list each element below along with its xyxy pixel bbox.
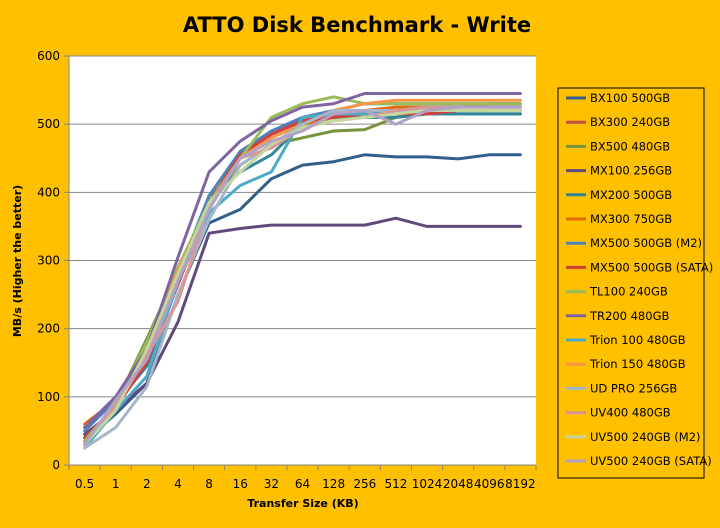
x-axis-label: Transfer Size (KB) <box>247 497 358 510</box>
y-tick-label: 400 <box>37 185 60 199</box>
axes: 0 100 200 300 400 500 600 0.5 1 2 4 8 16 32 64 128 256 51… <box>37 49 537 491</box>
x-tick-label: 512 <box>384 477 407 491</box>
legend-label: Trion 150 480GB <box>589 357 686 371</box>
legend-label: MX300 750GB <box>590 212 672 226</box>
legend-label: Trion 100 480GB <box>589 333 686 347</box>
x-tick-label: 1 <box>112 477 120 491</box>
legend-label: BX100 500GB <box>590 91 670 105</box>
legend-label: MX100 256GB <box>590 164 672 178</box>
series-line <box>83 105 522 447</box>
x-tick-label: 2048 <box>443 477 474 491</box>
series-lines <box>83 92 522 450</box>
x-tick-label: 1024 <box>412 477 443 491</box>
legend-label: MX500 500GB (M2) <box>590 236 702 250</box>
legend-label: BX500 480GB <box>590 139 670 153</box>
series-line <box>83 109 522 447</box>
x-tick-label: 64 <box>295 477 310 491</box>
series-line <box>83 216 522 436</box>
x-tick-label: 256 <box>353 477 376 491</box>
legend-label: UV500 240GB (SATA) <box>590 454 712 468</box>
x-tick-label: 4 <box>174 477 182 491</box>
chart-title: ATTO Disk Benchmark - Write <box>183 13 531 37</box>
legend-label: MX200 500GB <box>590 188 672 202</box>
x-tick-label: 16 <box>233 477 248 491</box>
gridlines <box>69 55 536 398</box>
legend-label: UV400 480GB <box>590 406 671 420</box>
x-tick-label: 8192 <box>505 477 536 491</box>
legend-label: MX500 500GB (SATA) <box>590 260 713 274</box>
legend-label: TR200 480GB <box>589 309 669 323</box>
series-line <box>83 92 522 429</box>
legend: BX100 500GB BX300 240GB BX500 480GB MX100 2… <box>566 91 713 468</box>
y-tick-label: 500 <box>37 117 60 131</box>
legend-label: UD PRO 256GB <box>590 381 677 395</box>
y-tick-label: 200 <box>37 322 60 336</box>
x-tick-label: 8 <box>205 477 213 491</box>
y-tick-label: 600 <box>37 49 60 63</box>
legend-label: UV500 240GB (M2) <box>590 430 701 444</box>
y-tick-label: 0 <box>52 458 60 472</box>
y-axis-label: MB/s (Higher the better) <box>11 185 24 337</box>
x-tick-label: 2 <box>143 477 151 491</box>
x-tick-label: 4096 <box>474 477 505 491</box>
x-tick-label: 128 <box>322 477 345 491</box>
legend-label: TL100 240GB <box>589 285 668 299</box>
y-tick-label: 300 <box>37 254 60 268</box>
y-tick-label: 100 <box>37 390 60 404</box>
legend-label: BX300 240GB <box>590 115 670 129</box>
x-tick-label: 0.5 <box>75 477 94 491</box>
x-tick-label: 32 <box>264 477 279 491</box>
